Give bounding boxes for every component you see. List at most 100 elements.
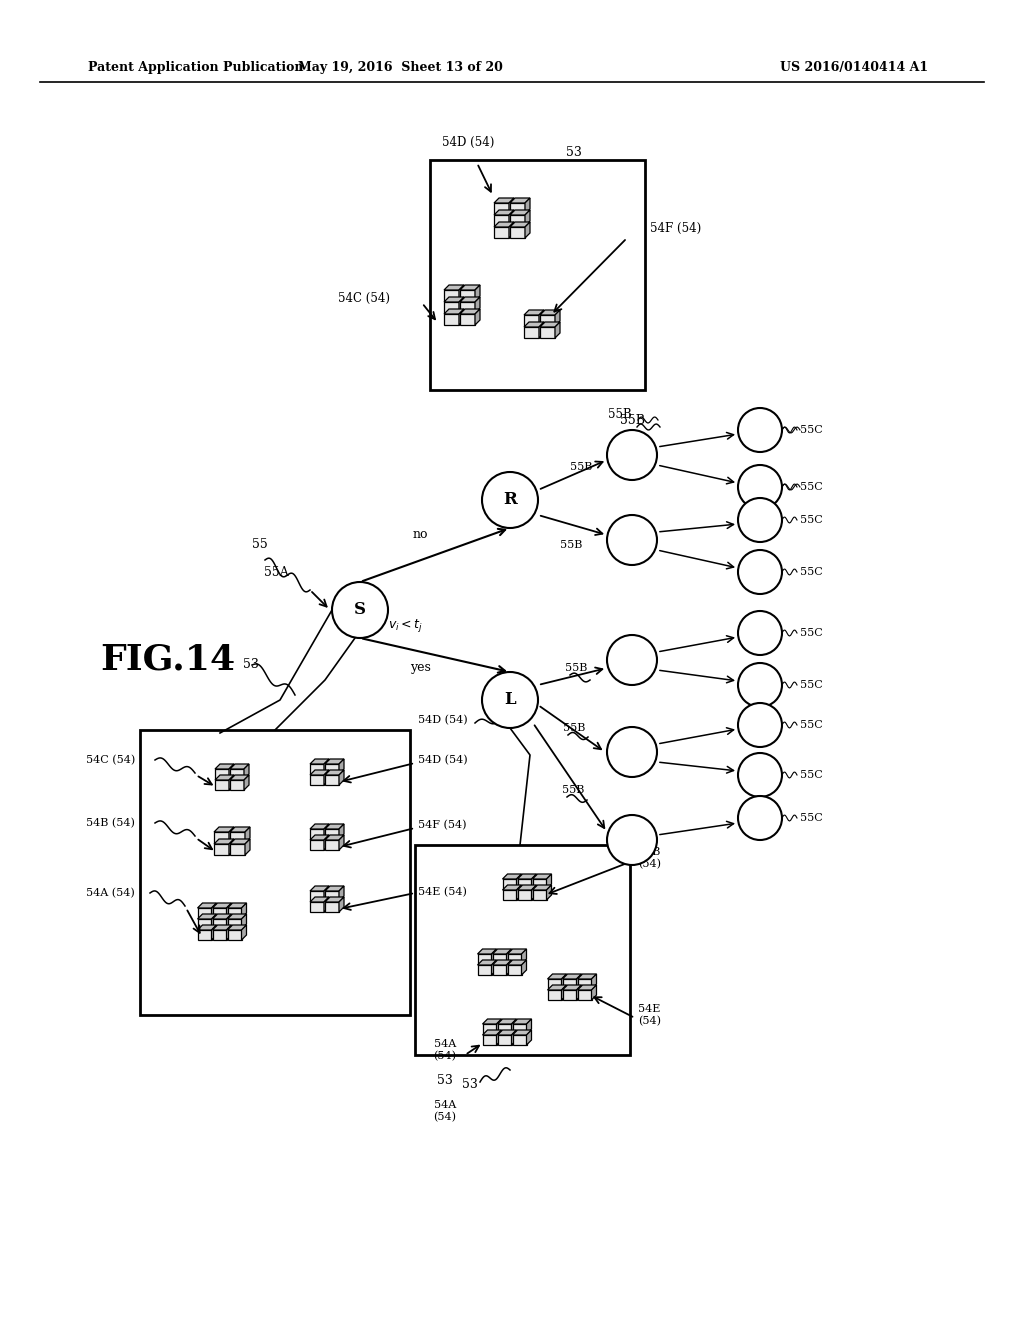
Polygon shape <box>494 215 509 226</box>
Polygon shape <box>548 979 561 989</box>
Text: 53: 53 <box>437 1073 453 1086</box>
Polygon shape <box>562 990 577 1001</box>
Polygon shape <box>325 886 344 891</box>
Polygon shape <box>214 840 234 843</box>
Text: 54D (54): 54D (54) <box>418 755 468 766</box>
Polygon shape <box>339 836 344 850</box>
Polygon shape <box>498 1030 516 1035</box>
Polygon shape <box>460 309 480 314</box>
Polygon shape <box>198 931 212 940</box>
Polygon shape <box>577 974 582 989</box>
Polygon shape <box>482 1035 497 1045</box>
Polygon shape <box>493 965 507 975</box>
Polygon shape <box>310 886 329 891</box>
Polygon shape <box>509 222 514 238</box>
Polygon shape <box>493 949 512 954</box>
Polygon shape <box>475 309 480 325</box>
Circle shape <box>738 704 782 747</box>
Polygon shape <box>548 990 561 1001</box>
Circle shape <box>738 752 782 797</box>
Polygon shape <box>460 314 475 325</box>
Polygon shape <box>503 874 521 879</box>
Polygon shape <box>226 925 231 940</box>
Bar <box>415 845 630 1055</box>
Polygon shape <box>459 297 464 313</box>
Polygon shape <box>540 327 555 338</box>
Polygon shape <box>229 828 234 843</box>
Polygon shape <box>540 322 560 327</box>
Polygon shape <box>213 931 226 940</box>
Polygon shape <box>494 203 509 214</box>
Polygon shape <box>493 954 507 964</box>
Polygon shape <box>213 908 226 917</box>
Polygon shape <box>517 890 531 900</box>
Text: 54E
(54): 54E (54) <box>638 1005 662 1026</box>
Polygon shape <box>562 985 582 990</box>
Polygon shape <box>444 290 459 301</box>
Polygon shape <box>230 840 250 843</box>
Polygon shape <box>525 210 530 226</box>
Polygon shape <box>562 974 582 979</box>
Polygon shape <box>230 828 250 832</box>
Polygon shape <box>460 290 475 301</box>
Polygon shape <box>242 913 247 929</box>
Polygon shape <box>577 985 582 1001</box>
Polygon shape <box>324 836 329 850</box>
Polygon shape <box>578 979 592 989</box>
Polygon shape <box>325 764 339 774</box>
Polygon shape <box>503 879 516 888</box>
Polygon shape <box>212 903 216 917</box>
Polygon shape <box>547 884 552 900</box>
Polygon shape <box>245 840 250 855</box>
Polygon shape <box>539 322 544 338</box>
Text: 55B: 55B <box>608 408 632 421</box>
Polygon shape <box>503 884 521 890</box>
Polygon shape <box>526 1030 531 1045</box>
Polygon shape <box>510 210 530 215</box>
Polygon shape <box>310 891 324 902</box>
Circle shape <box>738 796 782 840</box>
Polygon shape <box>310 898 329 902</box>
Polygon shape <box>532 874 552 879</box>
Polygon shape <box>532 879 547 888</box>
Polygon shape <box>510 227 525 238</box>
Polygon shape <box>508 954 521 964</box>
Polygon shape <box>339 898 344 912</box>
Circle shape <box>332 582 388 638</box>
Polygon shape <box>482 1019 502 1024</box>
Polygon shape <box>531 874 537 888</box>
Polygon shape <box>494 198 514 203</box>
Polygon shape <box>460 297 480 302</box>
Polygon shape <box>227 913 247 919</box>
Text: 55B: 55B <box>620 413 645 426</box>
Polygon shape <box>227 919 242 929</box>
Polygon shape <box>324 898 329 912</box>
Polygon shape <box>310 829 324 840</box>
Polygon shape <box>325 902 339 912</box>
Polygon shape <box>539 310 544 326</box>
Polygon shape <box>325 829 339 840</box>
Polygon shape <box>510 203 525 214</box>
Polygon shape <box>510 198 530 203</box>
Text: 54D (54): 54D (54) <box>441 136 495 149</box>
Circle shape <box>607 814 657 865</box>
Polygon shape <box>242 925 247 940</box>
Text: 54C (54): 54C (54) <box>338 292 390 305</box>
Polygon shape <box>510 222 530 227</box>
Polygon shape <box>325 840 339 850</box>
Polygon shape <box>226 913 231 929</box>
Polygon shape <box>524 322 544 327</box>
Polygon shape <box>310 836 329 840</box>
Polygon shape <box>444 302 459 313</box>
Polygon shape <box>444 314 459 325</box>
Polygon shape <box>444 309 464 314</box>
Circle shape <box>607 515 657 565</box>
Text: 55B: 55B <box>570 462 592 473</box>
Text: 54F (54): 54F (54) <box>418 820 467 830</box>
Polygon shape <box>242 903 247 917</box>
Text: 54B
(54): 54B (54) <box>638 847 662 869</box>
Text: 55: 55 <box>252 539 267 552</box>
Circle shape <box>607 727 657 777</box>
Text: 54B (54): 54B (54) <box>86 818 135 828</box>
Polygon shape <box>512 1019 516 1034</box>
